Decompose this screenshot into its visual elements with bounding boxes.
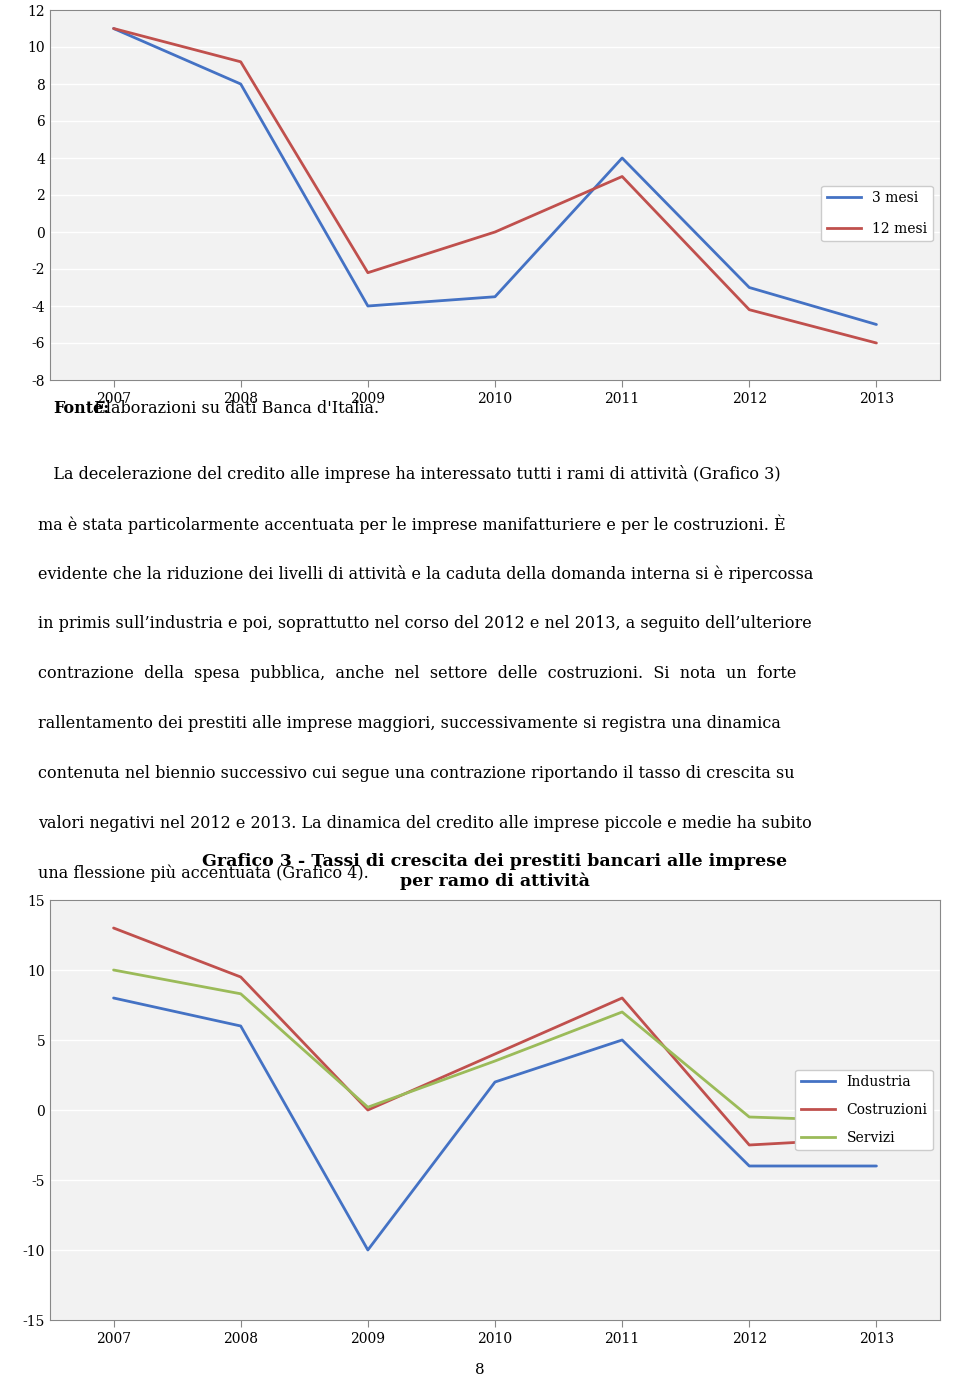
Industria bbox=[616, 1032, 628, 1048]
3 mesi bbox=[235, 75, 247, 92]
Line: Costruzioni: Costruzioni bbox=[113, 928, 876, 1144]
Line: Industria: Industria bbox=[113, 998, 876, 1250]
Text: in primis sull’industria e poi, soprattutto nel corso del 2012 e nel 2013, a seg: in primis sull’industria e poi, soprattu… bbox=[38, 615, 812, 631]
Text: 8: 8 bbox=[475, 1363, 485, 1377]
Text: Elaborazioni su dati Banca d'Italia.: Elaborazioni su dati Banca d'Italia. bbox=[88, 400, 378, 417]
Legend: Industria, Costruzioni, Servizi: Industria, Costruzioni, Servizi bbox=[795, 1069, 933, 1150]
Text: valori negativi nel 2012 e 2013. La dinamica del credito alle imprese piccole e : valori negativi nel 2012 e 2013. La dina… bbox=[38, 815, 812, 832]
Servizi bbox=[871, 1112, 882, 1129]
12 mesi bbox=[871, 335, 882, 351]
Line: 12 mesi: 12 mesi bbox=[113, 28, 876, 343]
Servizi bbox=[362, 1098, 373, 1115]
3 mesi bbox=[108, 20, 119, 36]
Industria bbox=[108, 990, 119, 1006]
12 mesi bbox=[490, 223, 501, 240]
Costruzioni bbox=[744, 1136, 756, 1153]
3 mesi bbox=[362, 298, 373, 315]
Servizi bbox=[616, 1004, 628, 1020]
12 mesi bbox=[744, 301, 756, 318]
Servizi bbox=[744, 1108, 756, 1125]
3 mesi bbox=[744, 279, 756, 296]
Text: Fonte:: Fonte: bbox=[53, 400, 109, 417]
Costruzioni bbox=[616, 990, 628, 1006]
12 mesi bbox=[108, 20, 119, 36]
Text: contenuta nel biennio successivo cui segue una contrazione riportando il tasso d: contenuta nel biennio successivo cui seg… bbox=[38, 765, 795, 782]
Text: evidente che la riduzione dei livelli di attività e la caduta della domanda inte: evidente che la riduzione dei livelli di… bbox=[38, 565, 814, 583]
Text: una flessione più accentuata (Grafico 4).: una flessione più accentuata (Grafico 4)… bbox=[38, 866, 370, 882]
Text: La decelerazione del credito alle imprese ha interessato tutti i rami di attivit: La decelerazione del credito alle impres… bbox=[38, 466, 781, 482]
Line: 3 mesi: 3 mesi bbox=[113, 28, 876, 325]
Servizi bbox=[490, 1052, 501, 1069]
Line: Servizi: Servizi bbox=[113, 970, 876, 1121]
Industria bbox=[235, 1018, 247, 1034]
Text: contrazione  della  spesa  pubblica,  anche  nel  settore  delle  costruzioni.  : contrazione della spesa pubblica, anche … bbox=[38, 665, 797, 682]
Text: ma è stata particolarmente accentuata per le imprese manifatturiere e per le cos: ma è stata particolarmente accentuata pe… bbox=[38, 514, 786, 534]
Costruzioni bbox=[871, 1129, 882, 1146]
Industria bbox=[744, 1157, 756, 1174]
3 mesi bbox=[616, 149, 628, 166]
Industria bbox=[362, 1242, 373, 1259]
Industria bbox=[871, 1157, 882, 1174]
Costruzioni bbox=[108, 920, 119, 937]
12 mesi bbox=[235, 53, 247, 70]
Costruzioni bbox=[490, 1046, 501, 1062]
12 mesi bbox=[616, 169, 628, 185]
Servizi bbox=[108, 962, 119, 979]
Servizi bbox=[235, 986, 247, 1002]
Industria bbox=[490, 1073, 501, 1090]
Title: Grafico 3 - Tassi di crescita dei prestiti bancari alle imprese
per ramo di atti: Grafico 3 - Tassi di crescita dei presti… bbox=[203, 853, 787, 891]
Costruzioni bbox=[235, 969, 247, 986]
3 mesi bbox=[871, 316, 882, 333]
Text: rallentamento dei prestiti alle imprese maggiori, successivamente si registra un: rallentamento dei prestiti alle imprese … bbox=[38, 715, 781, 732]
12 mesi bbox=[362, 265, 373, 282]
Costruzioni bbox=[362, 1101, 373, 1118]
Legend: 3 mesi, 12 mesi: 3 mesi, 12 mesi bbox=[821, 185, 933, 241]
3 mesi bbox=[490, 289, 501, 305]
